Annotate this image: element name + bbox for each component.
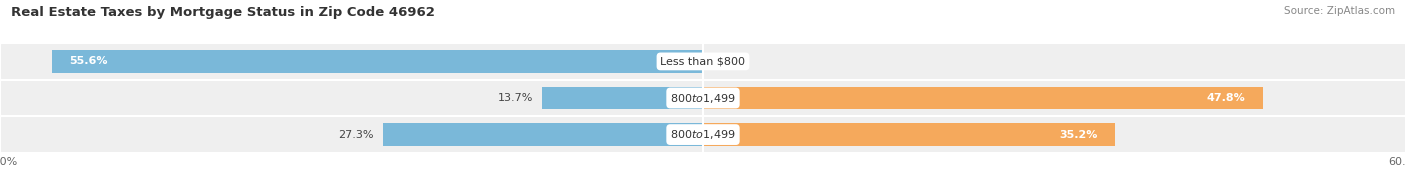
Text: 35.2%: 35.2% [1060, 130, 1098, 140]
Text: 13.7%: 13.7% [498, 93, 533, 103]
Text: Source: ZipAtlas.com: Source: ZipAtlas.com [1284, 6, 1395, 16]
Bar [703, 87, 1263, 109]
Bar [0, 116, 1406, 153]
Text: $800 to $1,499: $800 to $1,499 [671, 92, 735, 104]
Text: 27.3%: 27.3% [339, 130, 374, 140]
Bar [703, 123, 1115, 146]
Bar [0, 80, 1406, 116]
Bar [543, 87, 703, 109]
Text: Real Estate Taxes by Mortgage Status in Zip Code 46962: Real Estate Taxes by Mortgage Status in … [11, 6, 434, 19]
Text: 47.8%: 47.8% [1206, 93, 1246, 103]
Bar [0, 43, 1406, 80]
Text: $800 to $1,499: $800 to $1,499 [671, 128, 735, 141]
Bar [382, 123, 703, 146]
Text: Less than $800: Less than $800 [661, 56, 745, 66]
Text: 55.6%: 55.6% [69, 56, 108, 66]
Bar [52, 50, 703, 73]
Text: 0.0%: 0.0% [713, 56, 741, 66]
